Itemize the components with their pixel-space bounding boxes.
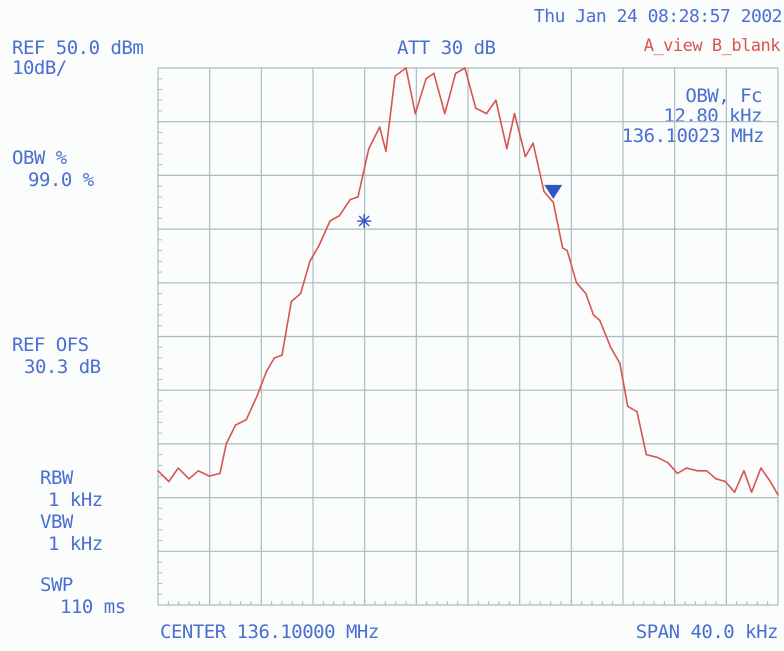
trace-point (656, 456, 658, 459)
trace-point (561, 247, 564, 249)
trace-point (405, 67, 407, 69)
trace-point (667, 461, 669, 464)
trace-point (225, 443, 227, 445)
trace-point (474, 107, 477, 110)
obw-fc-label: OBW, Fc (685, 85, 762, 107)
trace-point (357, 196, 359, 198)
trace-modes: A_view B_blank (643, 36, 781, 56)
sweep-label: SWP (40, 574, 73, 596)
trace-point (378, 126, 381, 128)
trace-point (619, 362, 621, 365)
trace-point (273, 357, 276, 359)
trace-point (777, 494, 779, 496)
trace-point (552, 201, 555, 204)
trace-point (733, 491, 736, 494)
trace-point (290, 300, 293, 303)
trace-point (626, 405, 629, 408)
trace-point (385, 150, 387, 153)
obw-percent-label: OBW % (12, 147, 67, 169)
obw-percent-value: 99.0 % (28, 169, 94, 191)
trace-point (329, 220, 331, 222)
obw-center-frequency: 136.10023 MHz (621, 125, 765, 147)
trace-point (338, 214, 341, 217)
trace-point (485, 112, 488, 115)
trace-point (543, 190, 545, 193)
trace-point (566, 249, 568, 252)
trace-point (760, 467, 762, 469)
trace-point (685, 467, 688, 469)
ref-offset-label: REF OFS (12, 334, 89, 356)
trace-point (299, 292, 302, 295)
trace-point (609, 346, 612, 349)
trace-point (349, 198, 352, 201)
trace-point (705, 469, 708, 472)
trace-point (676, 472, 679, 475)
trace-point (245, 418, 248, 421)
trace-point (197, 469, 200, 472)
vbw-label: VBW (40, 511, 73, 533)
trace-point (513, 112, 516, 115)
trace-point (769, 480, 772, 483)
trace-point (281, 354, 283, 357)
center-frequency: CENTER 136.10000 MHz (160, 621, 379, 643)
trace-point (636, 410, 638, 413)
trace-point (715, 478, 717, 480)
trace-point (495, 99, 497, 102)
trace-point (645, 453, 648, 456)
trace-point (433, 72, 435, 75)
trace-point (265, 370, 268, 373)
trace-point (208, 475, 210, 477)
rbw-value: 1 kHz (48, 489, 103, 511)
trace-point (394, 75, 396, 77)
vbw-value: 1 kHz (48, 533, 103, 555)
trace-point (585, 292, 587, 295)
trace-point (414, 112, 417, 115)
trace-point (454, 72, 457, 75)
frequency-span: SPAN 40.0 kHz (635, 621, 779, 643)
trace-point (575, 282, 578, 284)
trace-point (219, 472, 221, 475)
scale-per-div: 10dB/ (12, 57, 67, 79)
trace-point (592, 314, 595, 316)
trace-point (234, 424, 237, 426)
sweep-value: 110 ms (60, 596, 126, 618)
trace-point (309, 260, 311, 263)
marker-triangle-icon (544, 184, 563, 199)
trace-point (524, 155, 527, 158)
trace-point (505, 147, 508, 150)
trace-point (188, 478, 190, 480)
ref-level: REF 50.0 dBm (12, 37, 144, 59)
obw-bandwidth: 12.80 kHz (663, 105, 763, 127)
trace-point (256, 394, 259, 397)
trace-point (743, 469, 745, 472)
rbw-label: RBW (40, 467, 73, 489)
trace-point (443, 112, 446, 115)
marker-asterisk-icon (357, 214, 372, 229)
trace-point (724, 480, 727, 483)
trace-point (157, 469, 159, 472)
attenuation: ATT 30 dB (397, 37, 496, 59)
trace-point (750, 491, 753, 494)
trace-point (425, 77, 427, 80)
trace-point (177, 467, 179, 469)
trace-point (368, 147, 370, 150)
trace-point (464, 67, 466, 69)
ref-offset-value: 30.3 dB (24, 356, 101, 378)
trace-point (598, 319, 601, 322)
trace-point (532, 142, 534, 144)
trace-point (168, 480, 170, 483)
trace-point (696, 469, 699, 472)
trace-point (318, 244, 321, 247)
datetime: Thu Jan 24 08:28:57 2002 (533, 6, 783, 27)
